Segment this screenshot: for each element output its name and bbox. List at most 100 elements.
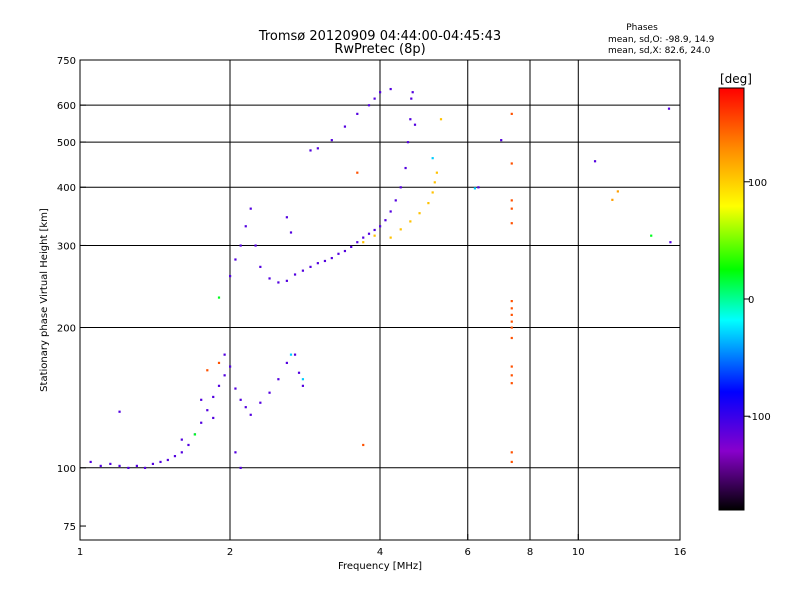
data-point	[510, 451, 513, 454]
data-point	[431, 191, 434, 194]
colorbar-tick-label: 100	[748, 178, 767, 189]
data-point	[301, 384, 305, 387]
data-point	[431, 157, 434, 160]
data-point	[249, 207, 252, 210]
data-point	[510, 460, 513, 464]
data-point	[159, 460, 162, 464]
data-point	[297, 371, 301, 374]
data-point	[510, 313, 513, 316]
data-point	[418, 212, 421, 215]
data-point	[234, 258, 237, 261]
data-point	[277, 281, 280, 284]
data-point	[180, 438, 183, 441]
x-tick-label: 4	[377, 547, 383, 558]
data-point	[593, 160, 597, 163]
data-point	[234, 387, 237, 390]
data-point	[433, 181, 436, 184]
data-point	[212, 416, 215, 420]
data-point	[285, 279, 288, 282]
data-point	[254, 244, 257, 247]
phase-info-heading: Phases	[626, 23, 658, 33]
x-tick-label: 10	[572, 547, 585, 558]
data-point	[118, 410, 121, 413]
data-point	[510, 326, 513, 329]
data-point	[268, 277, 271, 280]
y-tick-label: 400	[57, 183, 76, 194]
data-point	[373, 97, 376, 100]
data-point	[510, 162, 513, 165]
colorbar-tick-label: -100	[748, 412, 771, 423]
data-point	[239, 466, 242, 470]
y-tick-label: 100	[57, 464, 76, 475]
data-point	[510, 336, 513, 340]
data-point	[143, 466, 147, 470]
data-point	[259, 401, 262, 404]
data-point	[362, 241, 365, 244]
data-point	[477, 186, 480, 189]
data-point	[510, 222, 513, 225]
data-point	[217, 296, 221, 299]
data-point	[187, 443, 190, 447]
data-point	[217, 361, 221, 365]
data-point	[373, 234, 376, 237]
data-point	[229, 274, 232, 278]
data-point	[406, 141, 410, 144]
data-point	[510, 320, 513, 323]
data-point	[667, 107, 671, 110]
y-tick-label: 300	[57, 241, 76, 252]
x-tick-label: 8	[527, 547, 533, 558]
data-point	[611, 198, 614, 201]
data-point	[362, 443, 365, 447]
data-point	[650, 234, 653, 237]
data-point	[427, 202, 430, 205]
x-tick-label: 2	[227, 547, 233, 558]
data-point	[510, 365, 513, 368]
data-point	[206, 409, 209, 412]
chart-title: Tromsø 20120909 04:44:00-04:45:43	[258, 29, 501, 44]
data-point	[285, 361, 288, 365]
data-point	[389, 236, 392, 239]
data-point	[384, 219, 387, 222]
data-point	[217, 384, 221, 387]
data-point	[99, 464, 102, 467]
y-tick-label: 750	[57, 56, 76, 67]
data-point	[259, 265, 262, 268]
data-point	[413, 123, 417, 126]
data-point	[289, 353, 293, 356]
data-point	[212, 395, 215, 399]
colorbar-ticks: 100 0 -100	[744, 178, 771, 423]
data-point	[399, 228, 402, 231]
data-point	[356, 112, 359, 115]
axis-ticks: 1 2 4 6 8 10 16 75 100 200 300 400 500 600 750	[57, 56, 686, 558]
data-point	[309, 149, 312, 152]
data-point	[616, 190, 619, 193]
data-point	[223, 374, 226, 377]
data-point	[206, 369, 209, 372]
data-point	[330, 256, 333, 260]
colorbar	[718, 87, 745, 511]
data-point	[510, 112, 513, 115]
data-points	[89, 87, 672, 470]
data-point	[173, 455, 177, 458]
data-point	[289, 231, 293, 234]
data-point	[473, 187, 477, 190]
x-axis-label: Frequency [MHz]	[338, 561, 422, 572]
data-point	[356, 171, 359, 174]
data-point	[268, 391, 271, 394]
data-point	[399, 186, 402, 189]
data-point	[109, 462, 112, 466]
data-point	[510, 307, 513, 310]
data-point	[500, 139, 503, 142]
data-point	[323, 259, 327, 263]
data-point	[373, 228, 376, 232]
data-point	[249, 413, 252, 416]
data-point	[277, 378, 280, 381]
data-point	[229, 365, 232, 368]
data-point	[394, 199, 397, 202]
data-point	[293, 353, 297, 356]
data-point	[435, 171, 438, 174]
data-point	[367, 104, 371, 107]
data-point	[362, 236, 365, 239]
data-point	[301, 269, 305, 272]
